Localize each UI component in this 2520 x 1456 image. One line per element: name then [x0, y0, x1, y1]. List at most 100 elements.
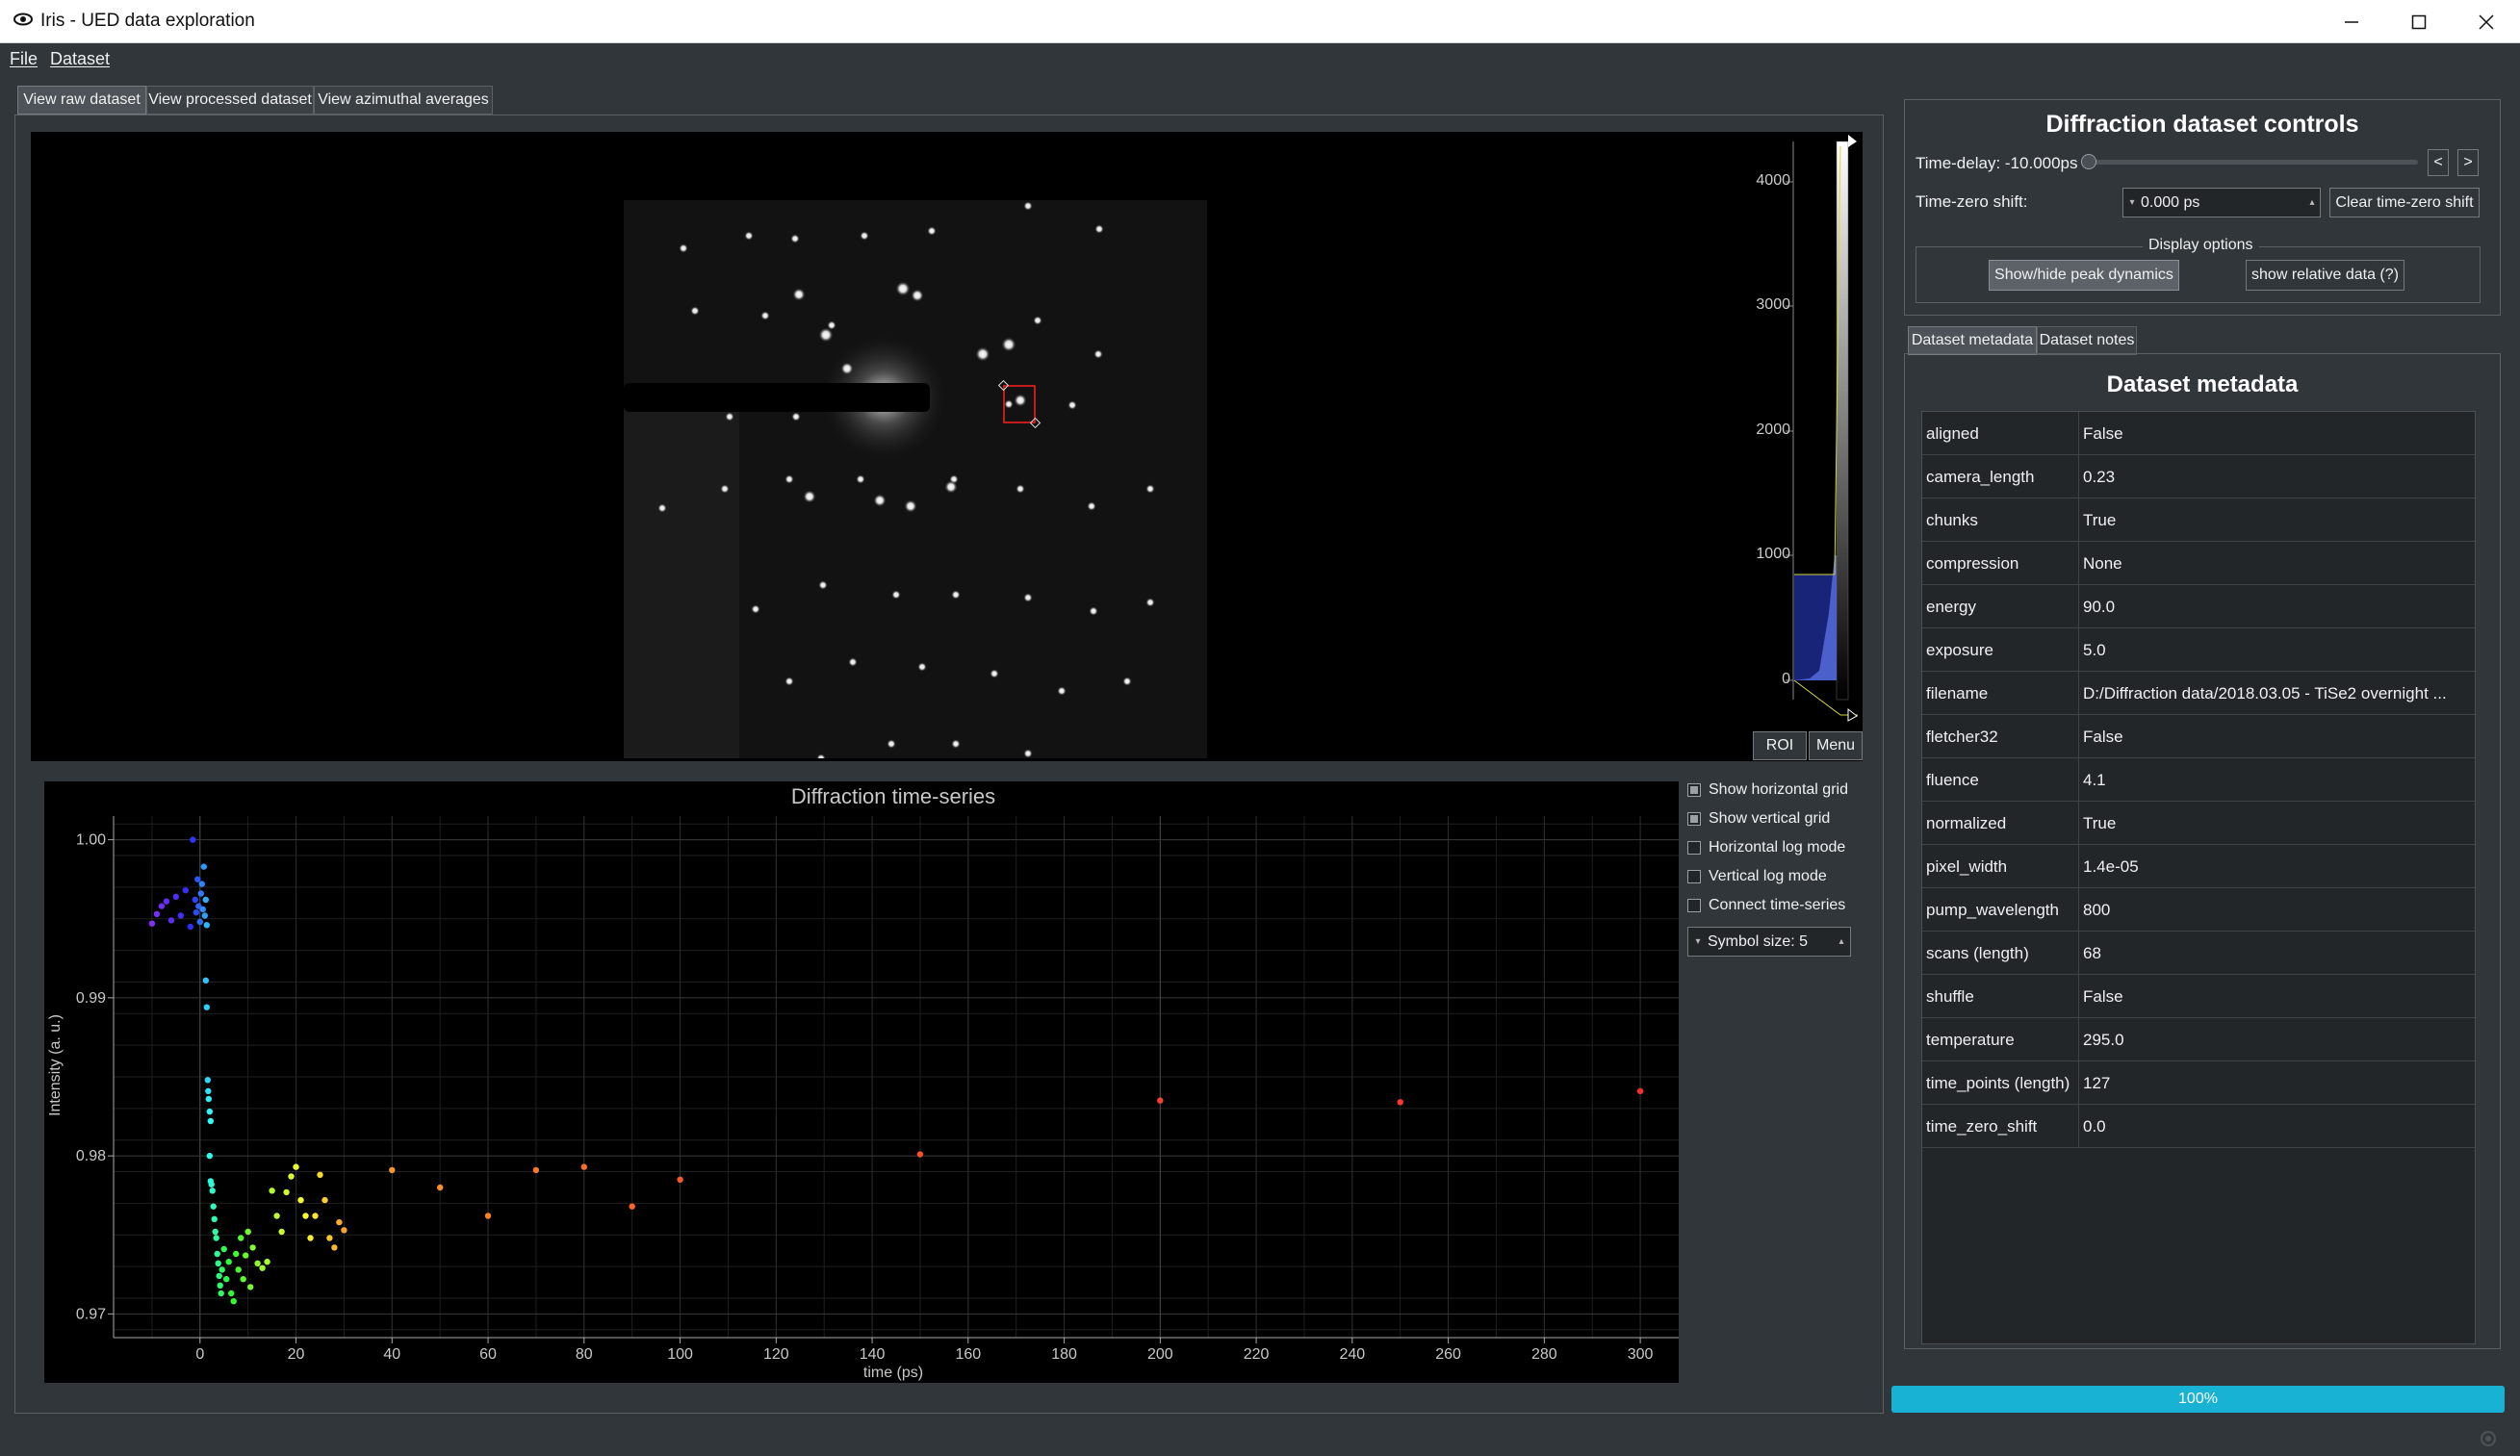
- spin-up-icon[interactable]: ▴: [1839, 936, 1844, 947]
- data-point: [212, 1228, 219, 1236]
- data-point: [153, 910, 161, 917]
- previous-time-button[interactable]: <: [2428, 149, 2449, 176]
- metadata-row-temperature[interactable]: temperature 295.0: [1922, 1018, 2475, 1061]
- data-point: [204, 1077, 211, 1084]
- resize-grip-icon[interactable]: [2478, 1428, 2499, 1449]
- histogram-graphic: [1786, 135, 1858, 722]
- metadata-key: aligned: [1926, 424, 1979, 443]
- clear-time-zero-shift-button[interactable]: Clear time-zero shift: [2329, 188, 2480, 217]
- data-point: [437, 1184, 444, 1191]
- next-time-button[interactable]: >: [2457, 149, 2479, 176]
- tab-view-azimuthal-averages[interactable]: View azimuthal averages: [314, 86, 493, 115]
- data-point: [278, 1228, 285, 1236]
- metadata-row-time-points-length[interactable]: time_points (length) 127: [1922, 1061, 2475, 1105]
- eye-icon: [13, 13, 33, 26]
- metadata-value: True: [2083, 511, 2117, 529]
- column-separator: [2078, 455, 2079, 498]
- data-point: [336, 1218, 343, 1226]
- tab-view-processed-dataset[interactable]: View processed dataset: [146, 86, 314, 115]
- horizontal-log-mode-checkbox[interactable]: Horizontal log mode: [1687, 835, 1845, 860]
- checkbox-box[interactable]: [1687, 899, 1701, 912]
- menu-button[interactable]: Menu: [1809, 731, 1863, 760]
- x-axis-label: time (ps): [863, 1365, 923, 1381]
- tab-dataset-notes[interactable]: Dataset notes: [2037, 326, 2137, 355]
- tab-dataset-metadata[interactable]: Dataset metadata: [1908, 326, 2037, 355]
- show-horizontal-grid-checkbox[interactable]: Show horizontal grid: [1687, 778, 1848, 803]
- data-point: [230, 1298, 237, 1305]
- menu-file[interactable]: File: [10, 49, 39, 68]
- data-point: [197, 890, 204, 897]
- data-point: [200, 863, 207, 870]
- maximize-button[interactable]: [2385, 0, 2453, 43]
- metadata-row-normalized[interactable]: normalized True: [1922, 802, 2475, 845]
- show-vertical-grid-checkbox[interactable]: Show vertical grid: [1687, 806, 1830, 831]
- tab-view-raw-dataset[interactable]: View raw dataset: [17, 86, 146, 115]
- metadata-row-pixel-width[interactable]: pixel_width 1.4e-05: [1922, 845, 2475, 888]
- data-point: [244, 1228, 251, 1236]
- connect-time-series-checkbox[interactable]: Connect time-series: [1687, 893, 1845, 918]
- display-options-label: Display options: [2143, 237, 2259, 254]
- x-tick-label: 280: [1531, 1346, 1557, 1363]
- data-point: [288, 1173, 295, 1180]
- time-delay-slider-handle[interactable]: [2081, 154, 2096, 169]
- metadata-table[interactable]: aligned False camera_length 0.23 chunks True c…: [1921, 411, 2476, 1344]
- checkbox-box[interactable]: [1687, 870, 1701, 883]
- data-point: [243, 1252, 249, 1259]
- show-hide-peak-dynamics-button[interactable]: Show/hide peak dynamics: [1989, 260, 2179, 291]
- time-zero-shift-spinbox[interactable]: ▾ 0.000 ps ▴: [2122, 188, 2321, 217]
- metadata-row-scans-length[interactable]: scans (length) 68: [1922, 932, 2475, 975]
- data-point: [254, 1260, 261, 1266]
- show-relative-data-button[interactable]: show relative data (?): [2246, 260, 2404, 291]
- maximize-icon: [2411, 14, 2427, 29]
- checkbox-box[interactable]: [1687, 841, 1701, 855]
- data-point: [293, 1163, 299, 1170]
- metadata-row-aligned[interactable]: aligned False: [1922, 412, 2475, 455]
- data-point: [198, 881, 205, 887]
- data-point: [269, 1188, 275, 1194]
- metadata-row-pump-wavelength[interactable]: pump_wavelength 800: [1922, 888, 2475, 932]
- metadata-key: time_points (length): [1926, 1074, 2070, 1092]
- time-zero-label: Time-zero shift:: [1916, 192, 2028, 211]
- metadata-row-filename[interactable]: filename D:/Diffraction data/2018.03.05 -…: [1922, 672, 2475, 715]
- metadata-row-fluence[interactable]: fluence 4.1: [1922, 758, 2475, 802]
- metadata-row-compression[interactable]: compression None: [1922, 542, 2475, 585]
- close-button[interactable]: [2453, 0, 2520, 43]
- column-separator: [2078, 758, 2079, 802]
- vertical-log-mode-checkbox[interactable]: Vertical log mode: [1687, 864, 1827, 889]
- metadata-row-time-zero-shift[interactable]: time_zero_shift 0.0: [1922, 1105, 2475, 1148]
- spin-down-icon[interactable]: ▾: [1695, 936, 1701, 947]
- data-point: [249, 1244, 256, 1251]
- data-point: [217, 1282, 223, 1289]
- metadata-row-camera-length[interactable]: camera_length 0.23: [1922, 455, 2475, 498]
- menu-bar: File Dataset: [0, 43, 2520, 74]
- checkbox-box[interactable]: [1687, 783, 1701, 797]
- column-separator: [2078, 802, 2079, 845]
- metadata-row-exposure[interactable]: exposure 5.0: [1922, 628, 2475, 672]
- metadata-row-shuffle[interactable]: shuffle False: [1922, 975, 2475, 1018]
- data-point: [202, 896, 209, 904]
- symbol-size-spinbox[interactable]: ▾ Symbol size: 5 ▴: [1687, 927, 1851, 957]
- metadata-row-fletcher32[interactable]: fletcher32 False: [1922, 715, 2475, 758]
- diffraction-pattern-image[interactable]: [624, 200, 1207, 763]
- metadata-row-energy[interactable]: energy 90.0: [1922, 585, 2475, 628]
- column-separator: [2078, 628, 2079, 672]
- minimize-button[interactable]: [2318, 0, 2385, 43]
- spin-down-icon[interactable]: ▾: [2129, 197, 2135, 208]
- data-point: [219, 1266, 225, 1273]
- metadata-row-chunks[interactable]: chunks True: [1922, 498, 2475, 542]
- time-series-plot[interactable]: 0 20 40 60 80 100 120 140 160 180 200 220 240 260 280 3…: [44, 781, 1679, 1383]
- time-delay-slider[interactable]: [2087, 160, 2418, 165]
- spin-up-icon[interactable]: ▴: [2309, 197, 2315, 208]
- data-point: [190, 836, 196, 843]
- metadata-key: time_zero_shift: [1926, 1117, 2038, 1136]
- histogram-lut-widget[interactable]: [1694, 132, 1863, 730]
- time-series-chart: 0 20 40 60 80 100 120 140 160 180 200 220 240 260 280 3…: [47, 784, 1679, 1381]
- checkbox-box[interactable]: [1687, 812, 1701, 826]
- checkbox-label: Connect time-series: [1709, 897, 1846, 913]
- data-point: [225, 1259, 232, 1265]
- menu-dataset[interactable]: Dataset: [50, 49, 111, 68]
- data-point: [202, 977, 209, 983]
- data-point: [215, 1260, 221, 1266]
- column-separator: [2078, 715, 2079, 758]
- roi-button[interactable]: ROI: [1753, 731, 1807, 760]
